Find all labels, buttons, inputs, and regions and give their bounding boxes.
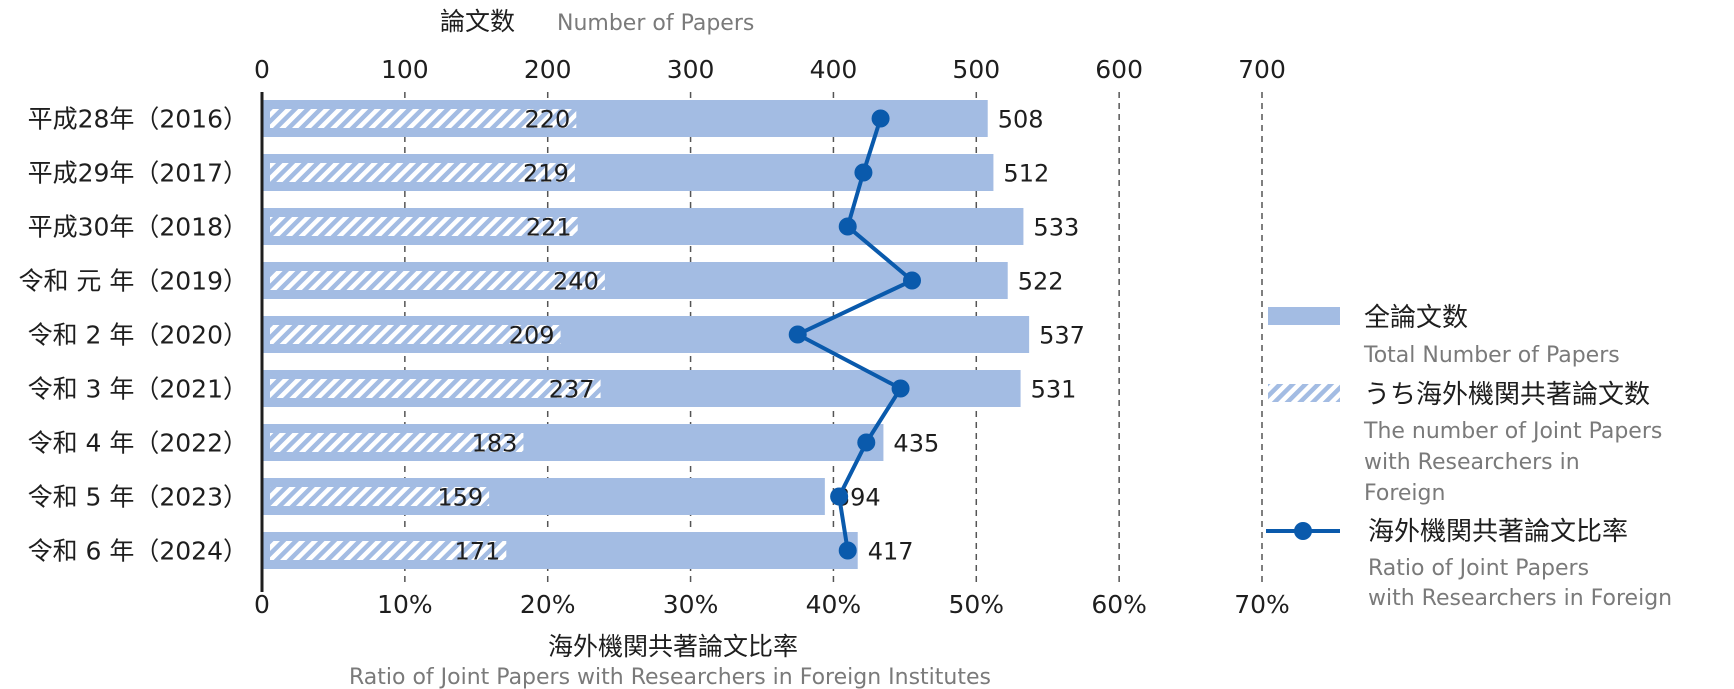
bottom-tick-label: 20% [520, 590, 576, 619]
bottom-tick-label: 50% [948, 590, 1004, 619]
bottom-tick-label: 70% [1234, 590, 1290, 619]
bar-joint [270, 487, 490, 506]
top-tick-label: 100 [381, 55, 429, 84]
top-tick-label: 200 [524, 55, 572, 84]
bar-joint [270, 541, 507, 560]
data-label-total: 417 [868, 538, 914, 566]
category-label: 平成30年（2018） [28, 213, 248, 242]
top-tick-label: 0 [254, 55, 270, 84]
category-label: 令和 5 年（2023） [28, 483, 248, 512]
data-label-total: 512 [1003, 160, 1049, 188]
category-label: 令和 2 年（2020） [28, 321, 248, 350]
category-label: 令和 元 年（2019） [18, 267, 248, 296]
data-label-total: 522 [1018, 268, 1064, 296]
ratio-point [788, 325, 807, 344]
labels: 0 100 200 300 400 500 600 700 0 10% 20% 30% 40% 50% 60… [18, 55, 1289, 619]
bottom-tick-label: 30% [663, 590, 719, 619]
category-label: 令和 6 年（2024） [28, 537, 248, 566]
category-label: 平成28年（2016） [28, 105, 248, 134]
top-tick-label: 700 [1238, 55, 1286, 84]
bar-joint [270, 325, 561, 344]
top-tick-label: 400 [810, 55, 858, 84]
legend-en-line: with Researchers in Foreign [1368, 586, 1672, 611]
legend-en-line: with Researchers in [1364, 450, 1580, 475]
legend-en-line: The number of Joint Papers [1363, 419, 1662, 444]
legend-joint-label: うち海外機関共著論文数 [1364, 380, 1650, 410]
ratio-point [857, 433, 876, 452]
data-label-joint: 237 [549, 376, 595, 404]
category-label: 平成29年（2017） [28, 159, 248, 188]
legend-ratio-label-en: Ratio of Joint Papers with Researchers in… [1368, 556, 1672, 611]
data-label-total: 508 [998, 106, 1044, 134]
bar-joint [270, 379, 601, 398]
bar-joint [270, 271, 605, 290]
bottom-axis-title: 海外機関共著論文比率 [548, 632, 798, 661]
legend-swatch-total [1268, 307, 1340, 325]
ratio-point [903, 271, 921, 290]
ratio-point [854, 163, 873, 182]
ratio-line [788, 109, 921, 560]
legend: 全論文数 Total Number of Papers うち海外機関共著論文数 … [1266, 303, 1672, 611]
top-tick-label: 500 [952, 55, 1000, 84]
category-label: 令和 4 年（2022） [28, 429, 248, 458]
bottom-tick-label: 60% [1091, 590, 1147, 619]
bar-joint [270, 433, 524, 452]
data-label-joint: 221 [526, 214, 572, 242]
category-label: 令和 3 年（2021） [28, 375, 248, 404]
bar-joint [270, 217, 578, 236]
legend-total-label: 全論文数 [1364, 303, 1468, 333]
legend-total-label-en: Total Number of Papers [1363, 343, 1620, 368]
bar-joint [270, 163, 575, 182]
ratio-point [830, 487, 849, 506]
ratio-point [838, 217, 857, 236]
ratio-point [871, 109, 890, 128]
legend-ratio-label: 海外機関共著論文比率 [1368, 517, 1628, 547]
ratio-point [838, 541, 857, 560]
bottom-tick-label: 10% [377, 590, 433, 619]
data-label-joint: 240 [553, 268, 599, 296]
data-label-joint: 220 [524, 106, 570, 134]
data-label-total: 435 [893, 430, 939, 458]
data-label-total: 531 [1031, 376, 1077, 404]
bottom-tick-label: 0 [254, 590, 270, 619]
top-tick-label: 300 [667, 55, 715, 84]
legend-en-line: Ratio of Joint Papers [1368, 556, 1589, 581]
data-label-joint: 159 [437, 484, 483, 512]
data-label-total: 537 [1039, 322, 1085, 350]
bar-joint [270, 109, 577, 128]
data-label-joint: 183 [472, 430, 518, 458]
legend-swatch-joint [1268, 384, 1340, 402]
data-label-joint: 219 [523, 160, 569, 188]
data-label-total: 533 [1033, 214, 1079, 242]
legend-en-line: Foreign [1364, 481, 1445, 506]
bottom-axis-title-en: Ratio of Joint Papers with Researchers i… [349, 665, 991, 689]
top-axis-title: 論文数 [440, 7, 515, 36]
top-axis-title-en: Number of Papers [557, 11, 754, 36]
legend-joint-label-en: The number of Joint Papers with Researche… [1363, 419, 1662, 506]
bottom-tick-label: 40% [806, 590, 862, 619]
top-tick-label: 600 [1095, 55, 1143, 84]
bars [262, 100, 1030, 569]
data-label-joint: 171 [454, 538, 500, 566]
legend-ratio-marker [1294, 522, 1312, 540]
ratio-point [891, 379, 910, 398]
data-label-joint: 209 [509, 322, 555, 350]
